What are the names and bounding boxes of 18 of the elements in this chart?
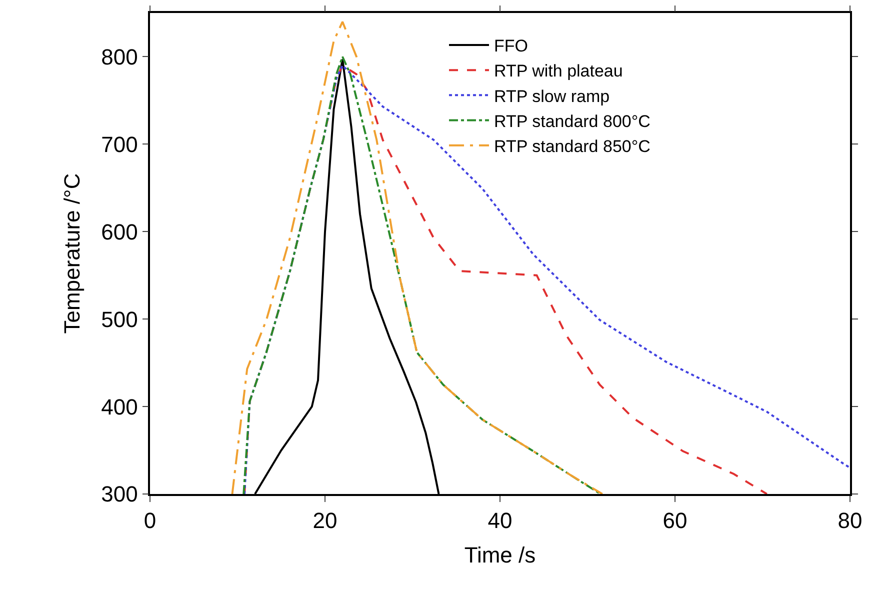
y-tick-label: 700 [101, 132, 138, 157]
y-axis-title: Temperature /°C [59, 173, 84, 334]
y-tick-label: 500 [101, 306, 138, 332]
x-tick-label: 0 [144, 508, 156, 534]
y-tick-label: 800 [101, 44, 138, 70]
x-tick-label: 20 [312, 508, 338, 534]
legend-label: RTP slow ramp [494, 86, 610, 106]
legend-label: FFO [494, 36, 528, 56]
legend-label: RTP with plateau [494, 62, 623, 81]
x-axis-title: Time /s [464, 542, 536, 568]
x-tick-label: 60 [662, 508, 688, 534]
y-tick-label: 600 [101, 219, 138, 244]
y-tick-label: 400 [101, 394, 138, 420]
x-tick-label: 40 [488, 508, 512, 534]
y-tick-label: 300 [101, 482, 138, 507]
x-tick-label: 80 [838, 508, 862, 534]
legend-label: RTP standard 800°C [494, 112, 650, 131]
legend-label: RTP standard 850°C [494, 137, 650, 156]
